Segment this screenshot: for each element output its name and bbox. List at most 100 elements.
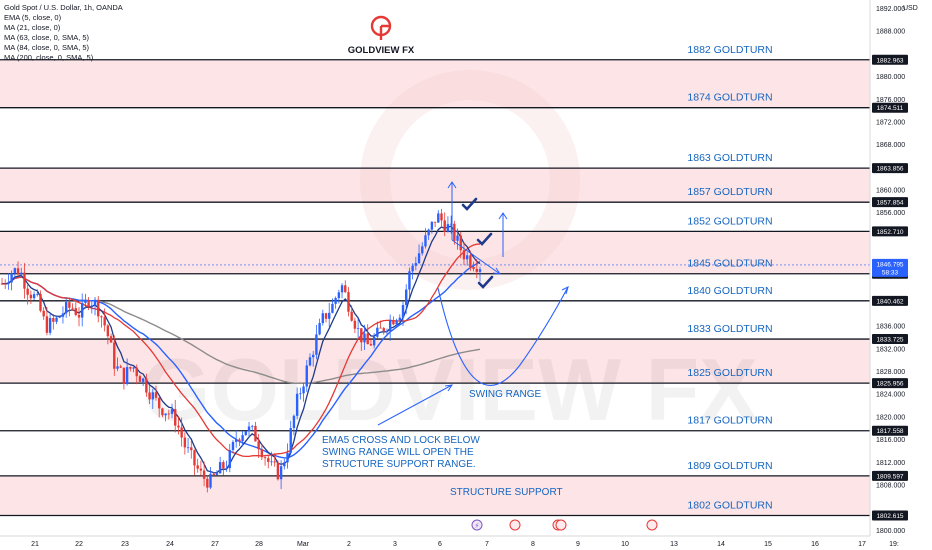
candle-145: [465, 251, 469, 266]
candle-93: [299, 387, 302, 400]
legend-ema5[interactable]: EMA (5, close, 0): [4, 13, 62, 22]
down-arrow-head: [492, 267, 502, 275]
level-label-3: 1857 GOLDTURN: [687, 186, 772, 198]
up-arrow-1-head: [447, 181, 457, 189]
candle-129: [414, 256, 418, 271]
candle-6: [20, 267, 23, 277]
candle-5: [16, 261, 20, 276]
candle-62: [199, 460, 203, 476]
watermark-logo-ring: [360, 70, 580, 290]
time-tick-2: 23: [121, 541, 129, 548]
price-tick-16: 1828.000: [876, 369, 905, 376]
candle-0: [0, 277, 4, 285]
candle-32: [103, 308, 106, 332]
price-tick-0: 1892.000: [876, 6, 905, 13]
legend-ma21[interactable]: MA (21, close, 0): [4, 23, 61, 32]
level-tag-9: 1817.558: [876, 428, 903, 435]
us-flag-event-icon-4: [646, 519, 658, 531]
candle-149: [478, 266, 482, 282]
price-tick-15: 1832.000: [876, 346, 905, 353]
event-icons[interactable]: ⚡: [471, 519, 658, 531]
candle-36: [116, 357, 119, 372]
candle-118: [379, 320, 382, 329]
candle-75: [241, 431, 244, 447]
candle-22: [71, 303, 74, 311]
legend-ma84[interactable]: MA (84, close, 0, SMA, 5): [4, 43, 90, 52]
swing-range-pointer: [377, 384, 453, 426]
candle-113: [363, 324, 366, 350]
brand-logo: GOLDVIEW FX: [348, 15, 415, 56]
legend-ma63[interactable]: MA (63, close, 0, SMA, 5): [4, 33, 90, 42]
price-tick-18: 1820.000: [876, 414, 905, 421]
candle-34: [109, 333, 113, 343]
candle-59: [190, 440, 193, 459]
candle-12: [39, 290, 42, 313]
candle-70: [225, 460, 228, 472]
candle-137: [440, 208, 443, 227]
level-tag-6: 1840.462: [876, 298, 903, 305]
candle-128: [411, 263, 414, 280]
candle-40: [129, 366, 132, 372]
time-tick-6: Mar: [297, 541, 310, 548]
candle-8: [26, 284, 29, 305]
candle-138: [443, 212, 446, 237]
candle-116: [372, 333, 376, 349]
candle-73: [234, 430, 238, 448]
candle-132: [424, 228, 427, 249]
candle-104: [334, 296, 337, 309]
level-lines-layer: [0, 59, 870, 517]
candle-148: [475, 258, 478, 279]
candle-92: [295, 387, 299, 420]
candle-83: [267, 455, 270, 469]
projection-arrowhead: [561, 285, 569, 295]
candle-136: [437, 210, 440, 223]
candle-146: [469, 250, 472, 271]
legend-ma200[interactable]: MA (200, close, 0, SMA, 5): [4, 53, 94, 62]
candle-139: [446, 216, 450, 233]
legend: Gold Spot / U.S. Dollar, 1h, OANDA EMA (…: [4, 3, 123, 62]
candle-144: [462, 242, 466, 266]
level-label-4: 1852 GOLDTURN: [687, 215, 772, 227]
us-flag-event-icon-3: [555, 519, 567, 531]
candle-120: [385, 328, 389, 337]
candle-52: [167, 409, 171, 420]
candle-124: [398, 314, 401, 322]
time-tick-8: 3: [393, 541, 397, 548]
candle-140: [449, 215, 453, 234]
candle-4: [13, 267, 17, 279]
zones-layer: [0, 59, 870, 516]
svg-text:⚡: ⚡: [475, 522, 480, 530]
chart-title: Gold Spot / U.S. Dollar, 1h, OANDA: [4, 3, 123, 12]
candle-27: [87, 297, 90, 311]
swing-projection-curve: [437, 286, 569, 386]
candle-88: [283, 458, 286, 470]
time-tick-10: 7: [485, 541, 489, 548]
level-tag-7: 1833.725: [876, 337, 903, 344]
price-tick-9: 1856.000: [876, 210, 905, 217]
level-tag-bg-4: [872, 226, 908, 237]
zone-3: [0, 339, 870, 384]
zone-0: [0, 59, 870, 108]
price-tick-19: 1816.000: [876, 437, 905, 444]
candle-9: [29, 290, 33, 304]
swing-range-label: SWING RANGE: [469, 389, 542, 400]
candle-119: [382, 326, 385, 335]
candle-126: [405, 284, 408, 315]
level-tag-2: 1863.856: [876, 166, 903, 173]
level-label-8: 1825 GOLDTURN: [687, 367, 772, 379]
candle-47: [151, 388, 154, 409]
time-axis[interactable]: 21 22 23 24 27 28 Mar 2 3 6 7 8 9 10 13 14 15 16 17 19:: [0, 535, 932, 550]
candle-55: [177, 416, 180, 435]
candle-18: [58, 315, 61, 319]
time-tick-3: 24: [166, 541, 174, 548]
candle-15: [48, 313, 52, 336]
time-tick-13: 10: [621, 541, 629, 548]
candle-99: [318, 318, 321, 336]
check-mark-icon-0: [461, 197, 478, 211]
level-label-2: 1863 GOLDTURN: [687, 152, 772, 164]
candle-77: [247, 421, 251, 438]
candle-85: [273, 453, 276, 467]
candle-39: [125, 358, 129, 386]
candle-46: [148, 384, 151, 405]
